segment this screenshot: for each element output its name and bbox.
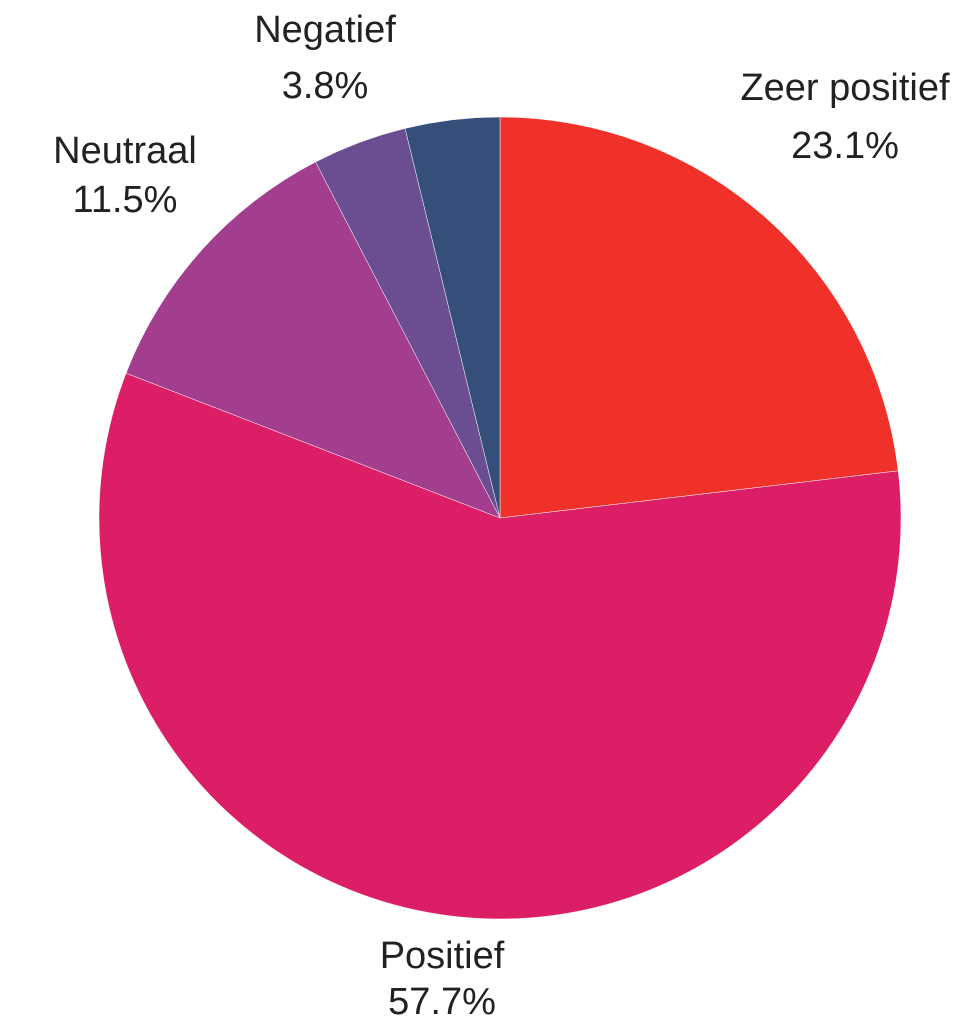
pie-slice <box>125 161 501 519</box>
slice-value-label: 57.7% <box>388 981 496 1020</box>
slice-label: Negatief <box>254 9 396 51</box>
slice-value-label: 23.1% <box>791 125 899 167</box>
slice-label: Neutraal <box>53 130 197 172</box>
slice-value-label: 3.8% <box>282 65 369 107</box>
slice-label: Positief <box>380 935 505 977</box>
pie-slice <box>404 116 501 519</box>
slice-label: Zeer positief <box>740 67 950 109</box>
slice-value-label: 11.5% <box>73 179 178 221</box>
pie-slice <box>499 116 899 519</box>
pie-slice <box>98 372 902 920</box>
